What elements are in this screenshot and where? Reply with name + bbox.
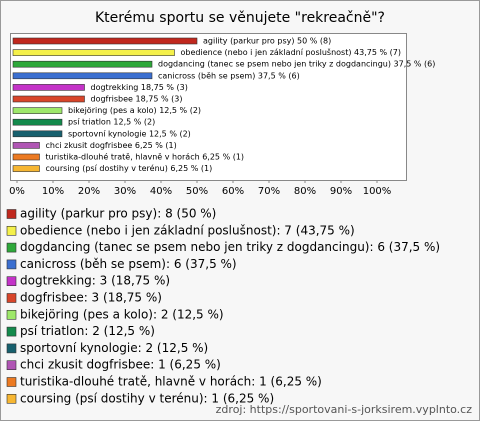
legend-swatch bbox=[6, 393, 17, 404]
bar-label: coursing (psí dostihy v terénu) 6,25 % (… bbox=[46, 163, 213, 173]
bar-label: psí triatlon 12,5 % (2) bbox=[68, 118, 155, 127]
legend-label: psí triatlon: 2 (12,5 %) bbox=[20, 324, 155, 338]
legend-label: dogdancing (tanec se psem nebo jen triky… bbox=[20, 240, 440, 254]
bar-label: dogfrisbee 18,75 % (3) bbox=[91, 95, 183, 104]
legend-swatch bbox=[6, 377, 17, 387]
legend-label: chci zkusit dogfrisbee: 1 (6,25 %) bbox=[20, 358, 221, 372]
legend-swatch bbox=[6, 209, 17, 219]
source: zdroj: https://sportovani-s-jorksirem.vy… bbox=[216, 403, 473, 416]
legend-label: bikejöring (pes a kolo): 2 (12,5 %) bbox=[20, 307, 224, 321]
plot-area bbox=[10, 33, 407, 181]
bar-label: obedience (nebo i jen základní poslušnos… bbox=[181, 47, 401, 57]
bar bbox=[12, 72, 153, 80]
bar bbox=[12, 142, 40, 149]
bar bbox=[12, 37, 198, 45]
legend-swatch bbox=[6, 242, 17, 253]
x-tick-label: 10% bbox=[42, 186, 64, 197]
x-tick-label: 100% bbox=[363, 186, 392, 197]
x-tick-label: 60% bbox=[222, 186, 244, 197]
legend-swatch bbox=[6, 276, 17, 287]
bar bbox=[12, 49, 175, 56]
legend-label: dogtrekking: 3 (18,75 %) bbox=[20, 274, 170, 288]
x-tick-label: 90% bbox=[330, 186, 352, 197]
legend-label: canicross (běh se psem): 6 (37,5 %) bbox=[20, 257, 237, 271]
x-tick-label: 70% bbox=[258, 186, 280, 197]
bar-label: dogdancing (tanec se psem nebo jen triky… bbox=[158, 60, 435, 69]
chart-title: Kterému sportu se věnujete "rekreačně"? bbox=[95, 10, 385, 26]
legend-swatch bbox=[6, 259, 17, 270]
legend-label: turistika-dlouhé tratě, hlavně v horách:… bbox=[20, 375, 322, 389]
bar-label: turistika-dlouhé tratě, hlavně v horách … bbox=[46, 152, 245, 162]
legend-swatch bbox=[6, 226, 17, 236]
bar bbox=[12, 107, 63, 114]
bar bbox=[12, 84, 85, 91]
bar-label: chci zkusit dogfrisbee 6,25 % (1) bbox=[46, 141, 177, 150]
bar bbox=[12, 60, 153, 68]
bar-label: sportovní kynologie 12,5 % (2) bbox=[68, 129, 191, 138]
bar-label: agility (parkur pro psy) 50 % (8) bbox=[203, 37, 331, 46]
legend-swatch bbox=[6, 309, 17, 320]
legend-swatch bbox=[6, 293, 17, 303]
x-tick-label: 30% bbox=[114, 186, 136, 197]
legend-label: dogfrisbee: 3 (18,75 %) bbox=[20, 291, 162, 305]
x-tick-label: 80% bbox=[294, 186, 316, 197]
bar bbox=[12, 130, 63, 138]
bar bbox=[12, 153, 40, 161]
bar-label: canicross (běh se psem) 37,5 % (6) bbox=[158, 71, 300, 80]
legend-label: coursing (psí dostihy v terénu): 1 (6,25… bbox=[20, 391, 274, 405]
bar bbox=[12, 95, 85, 103]
x-tick-label: 0% bbox=[9, 186, 25, 197]
legend-label: sportovní kynologie: 2 (12,5 %) bbox=[20, 341, 208, 355]
bar-label: dogtrekking 18,75 % (3) bbox=[91, 83, 188, 92]
legend-swatch bbox=[6, 360, 17, 371]
legend-label: obedience (nebo i jen základní poslušnos… bbox=[20, 223, 355, 237]
legend-label: agility (parkur pro psy): 8 (50 %) bbox=[20, 207, 216, 221]
x-tick-label: 50% bbox=[186, 186, 208, 197]
legend-swatch bbox=[6, 326, 17, 337]
bar-label: bikejöring (pes a kolo) 12,5 % (2) bbox=[68, 106, 201, 115]
bar bbox=[12, 118, 63, 126]
legend-swatch bbox=[6, 343, 17, 354]
x-tick-label: 20% bbox=[78, 186, 100, 197]
x-tick-label: 40% bbox=[150, 186, 172, 197]
bar bbox=[12, 165, 40, 172]
